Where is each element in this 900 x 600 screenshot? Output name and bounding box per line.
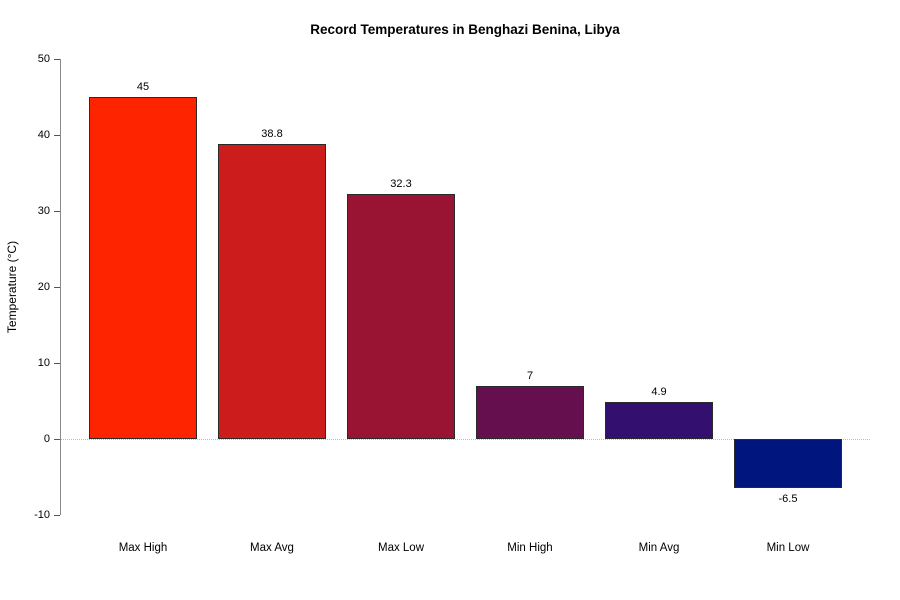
y-tick-mark	[54, 135, 60, 136]
bar-min-high	[476, 386, 584, 439]
y-tick-mark	[54, 59, 60, 60]
y-tick-label: 0	[43, 433, 50, 445]
bar-max-avg	[218, 144, 326, 439]
y-axis-line	[60, 59, 61, 515]
bar-value-label: -6.5	[778, 493, 798, 505]
y-tick-label: 10	[37, 357, 50, 369]
y-tick-mark	[54, 515, 60, 516]
y-tick-mark	[54, 439, 60, 440]
x-category-label: Min High	[507, 542, 553, 554]
bar-max-high	[89, 97, 197, 439]
chart-title: Record Temperatures in Benghazi Benina, …	[310, 22, 620, 37]
bar-value-label: 4.9	[651, 386, 667, 398]
bar-min-low	[734, 439, 842, 488]
x-category-label: Min Low	[766, 542, 810, 554]
bar-max-low	[347, 194, 455, 439]
bar-value-label: 32.3	[390, 178, 412, 190]
x-category-label: Max Low	[377, 542, 425, 554]
zero-reference-line	[60, 439, 870, 440]
bar-value-label: 38.8	[261, 128, 283, 140]
y-tick-mark	[54, 287, 60, 288]
bar-value-label: 45	[136, 81, 150, 93]
y-tick-label: 20	[37, 281, 50, 293]
y-tick-label: 50	[37, 53, 50, 65]
y-tick-mark	[54, 363, 60, 364]
x-category-label: Max Avg	[250, 542, 294, 554]
y-tick-label: -10	[34, 509, 50, 521]
y-tick-label: 40	[37, 129, 50, 141]
x-category-label: Max High	[118, 542, 168, 554]
y-tick-label: 30	[37, 205, 50, 217]
y-tick-mark	[54, 211, 60, 212]
x-category-label: Min Avg	[638, 542, 680, 554]
bar-value-label: 7	[526, 370, 534, 382]
bar-min-avg	[605, 402, 713, 439]
